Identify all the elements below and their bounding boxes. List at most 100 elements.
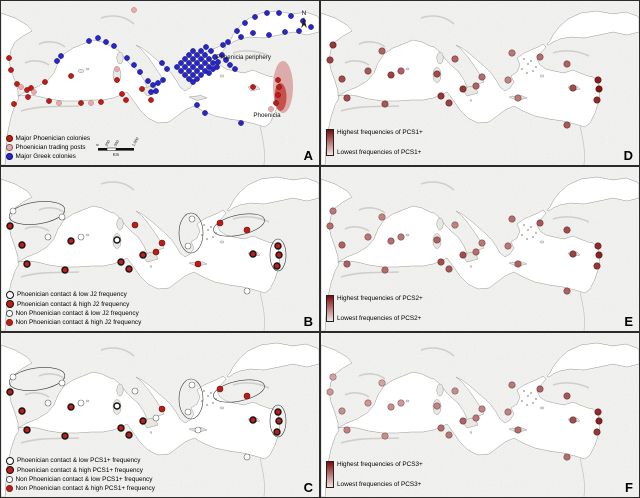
greek-colony-dot bbox=[210, 66, 216, 72]
frequency-dot bbox=[451, 55, 459, 63]
sample-site-dot bbox=[188, 215, 196, 223]
frequency-dot bbox=[437, 424, 445, 432]
greek-colony-dot bbox=[186, 52, 192, 58]
sample-site-dot bbox=[61, 266, 69, 274]
malta bbox=[149, 431, 153, 434]
crete bbox=[188, 95, 208, 101]
greek-colony-dot bbox=[282, 29, 288, 35]
map-d bbox=[321, 1, 639, 165]
phoenician-colony-dot bbox=[6, 55, 12, 61]
greek-colony-dot bbox=[190, 48, 196, 54]
legend-label: Major Greek colonies bbox=[15, 152, 76, 160]
frequency-dot bbox=[387, 71, 395, 79]
nile-river bbox=[579, 456, 585, 497]
greek-colony-dot bbox=[178, 60, 184, 66]
black-sea bbox=[226, 176, 319, 212]
legend-item: Phoenician contact & high PCS1+ frequenc… bbox=[6, 466, 155, 475]
rhodes bbox=[539, 74, 545, 78]
frequency-dot bbox=[445, 99, 453, 107]
aegean-island bbox=[529, 225, 533, 229]
aegean-island bbox=[209, 225, 213, 229]
phoenician-colony-dot bbox=[25, 94, 31, 100]
frequency-dot bbox=[563, 226, 571, 234]
frequency-dot bbox=[569, 84, 577, 92]
trading-colony-dot bbox=[268, 106, 274, 112]
frequency-dot bbox=[514, 260, 522, 268]
aegean-island bbox=[525, 71, 529, 75]
sample-site-dot bbox=[216, 385, 224, 393]
sample-site-dot bbox=[273, 428, 281, 436]
mediterranean-sea bbox=[337, 39, 601, 128]
sample-site-dot bbox=[6, 388, 14, 396]
legend-item: Non Phoenician contact & high J2 frequen… bbox=[6, 319, 141, 326]
panel-c-pcs1-contact-map: Phoenician contact & low PCS1+ frequency… bbox=[0, 332, 320, 498]
greek-colony-dot bbox=[174, 64, 180, 70]
map-e bbox=[321, 167, 639, 331]
corsica bbox=[436, 217, 444, 231]
greek-colony-dot bbox=[95, 35, 101, 41]
greek-colony-dot bbox=[225, 39, 231, 45]
greek-colony-dot bbox=[206, 56, 212, 62]
greek-colony-dot bbox=[250, 30, 256, 36]
greek-colony-dot bbox=[194, 52, 200, 58]
legend-label: Major Phoenician colonies bbox=[15, 134, 91, 142]
frequency-dot bbox=[378, 47, 386, 55]
legend-label: Phoenician contact & high J2 frequency bbox=[17, 300, 130, 308]
sample-site-dot bbox=[216, 219, 224, 227]
north-arrow: N bbox=[301, 10, 307, 28]
gradient-legend-labels: Highest frequencies of PCS1+ Lowest frequ… bbox=[337, 129, 423, 156]
sample-site-dot bbox=[249, 416, 257, 424]
menorca bbox=[405, 233, 410, 237]
panel-letter-a: A bbox=[303, 148, 313, 163]
sample-site-dot bbox=[61, 432, 69, 440]
frequency-dot bbox=[329, 373, 337, 381]
scale-tick-label: 0 bbox=[95, 143, 100, 147]
legend-item: Non Phoenician contact & low J2 frequenc… bbox=[6, 310, 141, 317]
sample-site-dot bbox=[67, 237, 75, 245]
frequency-dot bbox=[514, 94, 522, 102]
greek-colony-dot bbox=[242, 20, 248, 26]
frequency-dot bbox=[451, 387, 459, 395]
frequency-dot bbox=[397, 233, 405, 241]
relief-lines bbox=[20, 181, 270, 278]
rhodes bbox=[219, 74, 225, 78]
greek-colony-dot bbox=[276, 10, 282, 16]
legend-a: Major Phoenician colonies Phoenician trad… bbox=[6, 135, 90, 160]
aegean-island bbox=[520, 399, 524, 403]
group-ellipse bbox=[8, 367, 66, 391]
menorca bbox=[405, 67, 410, 71]
frequency-dot bbox=[437, 258, 445, 266]
legend-lowest-label: Lowest frequencies of PCS2+ bbox=[337, 315, 422, 322]
phoenician-colony-dot bbox=[276, 84, 282, 90]
sample-site-dot bbox=[18, 407, 26, 415]
relief-lines bbox=[340, 15, 590, 112]
sample-site-dot bbox=[23, 426, 31, 434]
frequency-dot bbox=[595, 85, 603, 93]
group-ellipse bbox=[213, 379, 265, 403]
legend-symbol-icon bbox=[6, 319, 13, 326]
aegean-island bbox=[534, 397, 538, 401]
frequency-dot bbox=[514, 426, 522, 434]
greek-colony-dot bbox=[232, 66, 238, 72]
greek-colony-dot bbox=[194, 76, 200, 82]
greek-colony-dot bbox=[194, 60, 200, 66]
aegean-island bbox=[531, 401, 535, 405]
gradient-legend-labels: Highest frequencies of PCS2+ Lowest frequ… bbox=[337, 295, 423, 322]
relief-lines bbox=[20, 347, 270, 444]
greek-colony-dot bbox=[203, 44, 209, 50]
mediterranean-sea bbox=[337, 205, 601, 294]
malta bbox=[469, 265, 473, 268]
frequency-dot bbox=[593, 96, 601, 104]
frequency-dot bbox=[338, 241, 346, 249]
legend-symbol-icon bbox=[6, 135, 13, 142]
phoenician-colony-dot bbox=[114, 77, 120, 83]
frequency-dot bbox=[343, 260, 351, 268]
aegean-island bbox=[522, 57, 526, 61]
corsica bbox=[116, 51, 124, 65]
greek-colony-dot bbox=[54, 58, 60, 64]
greek-colony-dot bbox=[137, 69, 143, 75]
aegean-island bbox=[206, 228, 210, 232]
frequency-dot bbox=[364, 399, 372, 407]
frequency-dot bbox=[445, 265, 453, 273]
sample-site-dot bbox=[44, 233, 52, 241]
